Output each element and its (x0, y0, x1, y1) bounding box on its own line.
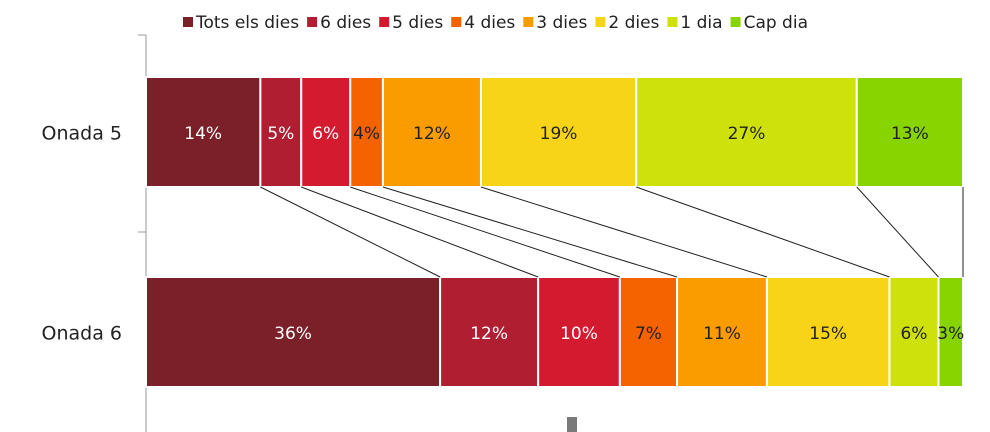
data-label: 12% (470, 324, 508, 344)
data-label: 4% (353, 124, 380, 144)
artifact (567, 417, 577, 432)
bar-segment (765, 276, 891, 388)
bar-segment (676, 276, 768, 388)
legend-label: Tots els dies (195, 13, 299, 33)
legend-swatch (595, 17, 606, 27)
bar-segment (439, 276, 540, 388)
data-label: 13% (891, 124, 929, 144)
series-line (480, 186, 768, 278)
legend-swatch (451, 17, 462, 27)
legend-label: 3 dies (536, 13, 587, 33)
data-label: 10% (560, 324, 598, 344)
series-line (636, 186, 890, 278)
series-line (382, 186, 678, 278)
legend-label: 2 dies (608, 13, 659, 33)
bar-segment (145, 76, 262, 188)
legend-swatch (730, 17, 741, 27)
bar-segment (537, 276, 621, 388)
data-label: 3% (937, 324, 964, 344)
legend-swatch (667, 17, 678, 27)
data-label: 12% (413, 124, 451, 144)
legend-label: Cap dia (744, 13, 808, 33)
data-label: 5% (267, 124, 294, 144)
series-line (856, 186, 939, 278)
data-label: 36% (274, 324, 312, 344)
data-label: 11% (703, 324, 741, 344)
category-label: Onada 5 (42, 123, 122, 145)
data-label: 27% (728, 124, 766, 144)
data-label: 19% (540, 124, 578, 144)
data-label: 7% (635, 324, 662, 344)
data-label: 14% (184, 124, 222, 144)
series-line (260, 186, 441, 278)
bar-segment (888, 276, 940, 388)
data-label: 6% (312, 124, 339, 144)
legend-swatch (183, 17, 193, 27)
bar-segment (937, 276, 964, 388)
series-line (301, 186, 539, 278)
bar-segment (635, 76, 858, 188)
legend-label: 6 dies (320, 13, 371, 33)
legend-label: 4 dies (464, 13, 515, 33)
series-line (350, 186, 621, 278)
data-label: 6% (900, 324, 927, 344)
bar-segment (479, 76, 638, 188)
bar-segment (145, 276, 442, 388)
bar-segment (300, 76, 352, 188)
legend-swatch (379, 17, 390, 27)
legend-label: 1 dia (680, 13, 722, 33)
category-label: Onada 6 (42, 323, 122, 345)
data-label: 15% (809, 324, 847, 344)
bar-segment (349, 76, 384, 188)
legend-swatch (523, 17, 534, 27)
bar-segment (381, 76, 482, 188)
legend-label: 5 dies (392, 13, 443, 33)
bar-segment (618, 276, 679, 388)
bar-segment (259, 76, 303, 188)
legend-swatch (307, 17, 318, 27)
bar-segment (855, 76, 964, 188)
